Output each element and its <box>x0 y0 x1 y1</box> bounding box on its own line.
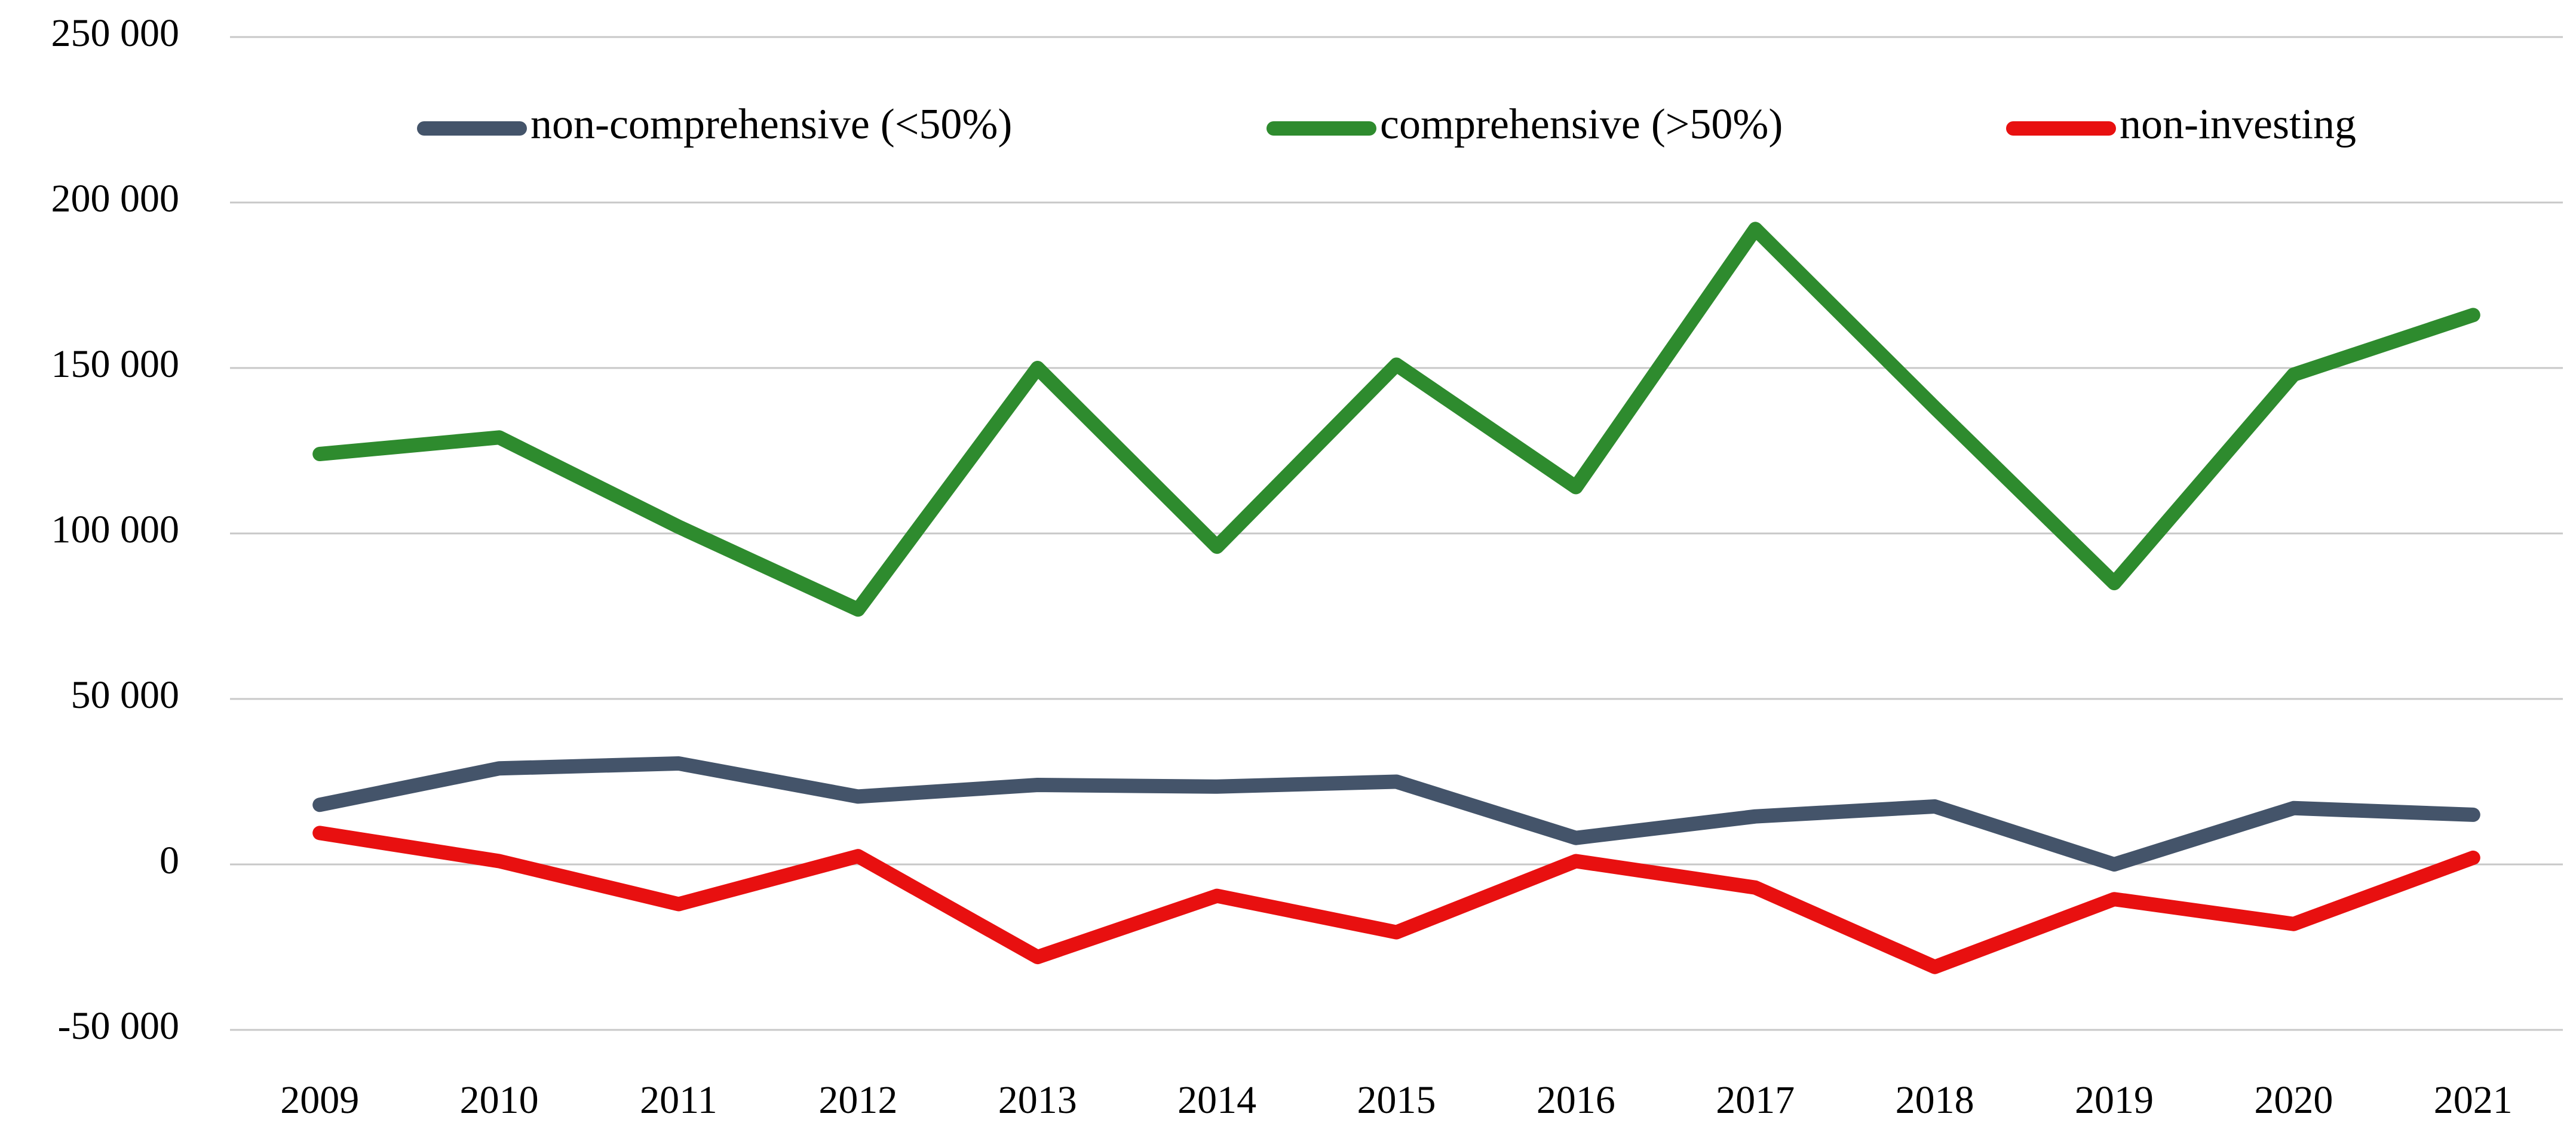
x-tick-label: 2021 <box>2434 1078 2513 1122</box>
data-point <box>1755 887 1756 888</box>
data-point <box>1755 816 1756 817</box>
data-point <box>857 609 858 610</box>
x-tick-label: 2015 <box>1357 1078 1436 1122</box>
data-point <box>1037 784 1038 786</box>
data-point <box>1575 838 1577 839</box>
y-tick-label: 100 000 <box>51 508 180 551</box>
data-point <box>2114 864 2115 865</box>
y-tick-label: 50 000 <box>71 673 180 717</box>
legend-label: non-comprehensive (<50%) <box>530 100 1012 148</box>
data-point <box>1934 967 1936 968</box>
x-axis-tick-labels: 2009 2010 2011 2012 2013 2014 2015 2016 2017 2018… <box>280 1078 2513 1122</box>
y-tick-label: 250 000 <box>51 11 180 55</box>
data-point <box>2473 814 2474 815</box>
data-point <box>1396 364 1397 365</box>
data-point <box>499 437 500 438</box>
data-point <box>1216 786 1218 787</box>
series-lines <box>312 222 2480 974</box>
data-point <box>1037 956 1038 958</box>
data-point <box>857 855 858 857</box>
legend-label: comprehensive (>50%) <box>1380 100 1783 148</box>
x-tick-label: 2009 <box>280 1078 359 1122</box>
data-point <box>2114 898 2115 900</box>
data-point <box>1037 367 1038 369</box>
data-point <box>1934 806 1936 807</box>
data-point <box>2114 582 2115 584</box>
y-tick-label: 200 000 <box>51 177 180 220</box>
data-point <box>2473 857 2474 858</box>
data-point <box>319 832 320 833</box>
data-point <box>319 804 320 805</box>
y-axis-tick-labels: 250 000 200 000 150 000 100 000 50 000 0 -50 0… <box>51 11 180 1048</box>
x-tick-label: 2011 <box>640 1078 717 1122</box>
data-point <box>2473 314 2474 315</box>
data-point <box>1396 781 1397 783</box>
x-tick-label: 2019 <box>2075 1078 2154 1122</box>
series-line-1 <box>312 222 2480 617</box>
series-line-2 <box>312 826 2480 974</box>
x-tick-label: 2014 <box>1177 1078 1256 1122</box>
legend: non-comprehensive (<50%) comprehensive (>… <box>417 100 2356 148</box>
data-point <box>1216 895 1218 897</box>
data-point <box>499 860 500 861</box>
data-point <box>1396 932 1397 933</box>
data-point <box>1755 228 1756 229</box>
data-point <box>1575 860 1577 861</box>
data-point <box>2293 808 2294 809</box>
y-tick-label: -50 000 <box>58 1004 179 1048</box>
data-point <box>678 526 679 527</box>
x-tick-label: 2016 <box>1537 1078 1615 1122</box>
data-point <box>678 903 679 904</box>
data-point <box>857 796 858 797</box>
legend-label: non-investing <box>2120 100 2356 148</box>
data-point <box>678 763 679 764</box>
x-tick-label: 2012 <box>818 1078 897 1122</box>
y-tick-label: 0 <box>160 839 179 882</box>
series-line-0 <box>312 756 2480 872</box>
data-point <box>319 453 320 455</box>
x-tick-label: 2018 <box>1896 1078 1974 1122</box>
data-point <box>2293 374 2294 375</box>
y-tick-label: 150 000 <box>51 342 180 386</box>
x-tick-label: 2020 <box>2254 1078 2333 1122</box>
data-point <box>2293 924 2294 925</box>
x-tick-label: 2013 <box>998 1078 1077 1122</box>
x-tick-label: 2010 <box>460 1078 539 1122</box>
data-point <box>1575 486 1577 487</box>
data-point <box>499 768 500 769</box>
data-point <box>1216 546 1218 547</box>
x-tick-label: 2017 <box>1716 1078 1795 1122</box>
data-point <box>1934 407 1936 408</box>
